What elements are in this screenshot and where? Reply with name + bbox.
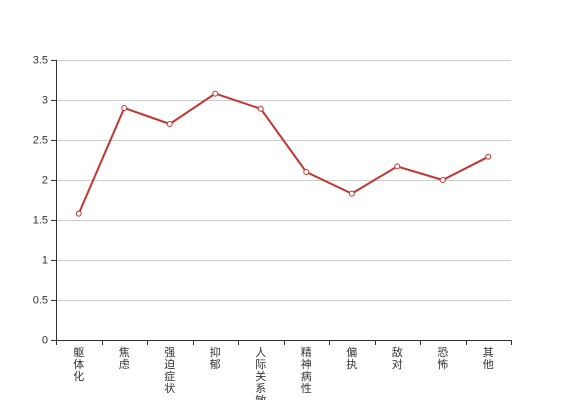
axes <box>51 60 512 345</box>
x-tick-char: 抑 <box>210 345 221 359</box>
x-tick-char: 人 <box>255 346 266 359</box>
x-tick-label: 精神病性 <box>301 346 312 395</box>
x-tick-label: 人际关系敏感 <box>255 346 266 400</box>
data-point[interactable] <box>257 105 264 112</box>
y-tick-label: 1.5 <box>33 214 48 226</box>
y-tick-label: 3 <box>42 94 48 106</box>
x-tick-char: 际 <box>255 358 266 371</box>
x-tick-char: 神 <box>301 357 312 371</box>
y-tick-label: 3.5 <box>33 54 48 66</box>
y-tick-label: 2.5 <box>33 134 48 146</box>
data-point[interactable] <box>75 210 82 217</box>
x-tick-label: 躯体化 <box>73 346 84 383</box>
y-tick-label: 0.5 <box>33 294 48 306</box>
series-layer <box>77 92 490 215</box>
x-tick-char: 怖 <box>437 357 448 371</box>
x-tick-char: 对 <box>392 357 403 371</box>
data-point[interactable] <box>394 163 401 170</box>
data-point[interactable] <box>348 190 355 197</box>
x-tick-label: 敌对 <box>392 345 403 371</box>
x-tick-label: 焦虑 <box>119 346 130 371</box>
x-tick-char: 执 <box>346 357 357 371</box>
x-tick-char: 症 <box>164 369 175 383</box>
x-tick-char: 状 <box>164 381 175 395</box>
x-tick-char: 体 <box>73 357 84 371</box>
x-tick-char: 系 <box>255 382 266 395</box>
x-tick-char: 其 <box>483 346 494 359</box>
data-point[interactable] <box>439 177 446 183</box>
x-tick-label: 强迫症状 <box>164 346 175 395</box>
data-point[interactable] <box>303 169 310 175</box>
x-tick-char: 虑 <box>119 358 130 371</box>
x-tick-label: 恐怖 <box>437 346 448 371</box>
x-tick-label: 偏执 <box>346 345 357 371</box>
y-axis-tick-labels: 0 0.5 1 1.5 2 2.5 3 3.5 <box>33 54 48 346</box>
x-tick-char: 关 <box>255 369 266 383</box>
series-line <box>77 92 490 215</box>
x-tick-char: 偏 <box>346 345 357 359</box>
x-tick-char: 躯 <box>73 346 84 359</box>
x-tick-label: 抑郁 <box>210 345 221 371</box>
x-tick-char: 他 <box>483 358 494 371</box>
x-tick-char: 精 <box>301 346 312 359</box>
x-tick-char: 敌 <box>392 345 403 359</box>
x-tick-char: 性 <box>301 381 312 395</box>
data-points <box>75 90 492 217</box>
y-tick-label: 2 <box>42 174 48 186</box>
x-tick-char: 郁 <box>210 357 221 371</box>
x-tick-char: 迫 <box>164 357 175 371</box>
x-tick-char: 恐 <box>437 346 448 359</box>
data-point[interactable] <box>166 121 173 127</box>
data-point[interactable] <box>121 105 128 111</box>
data-point[interactable] <box>485 153 492 160</box>
y-tick-label: 0 <box>42 334 48 346</box>
data-point[interactable] <box>212 90 219 97</box>
x-axis-tick-labels: 躯体化 焦虑 强迫症状 抑郁 人际关系敏感 精神病性 偏执 敌对 恐怖 其他 <box>73 345 494 400</box>
x-tick-char: 强 <box>164 346 175 359</box>
x-tick-label: 其他 <box>483 346 494 371</box>
x-tick-char: 病 <box>301 369 312 383</box>
x-tick-char: 化 <box>73 369 84 383</box>
x-tick-char: 敏 <box>255 393 266 400</box>
y-tick-label: 1 <box>42 254 48 266</box>
x-tick-char: 焦 <box>119 346 130 359</box>
